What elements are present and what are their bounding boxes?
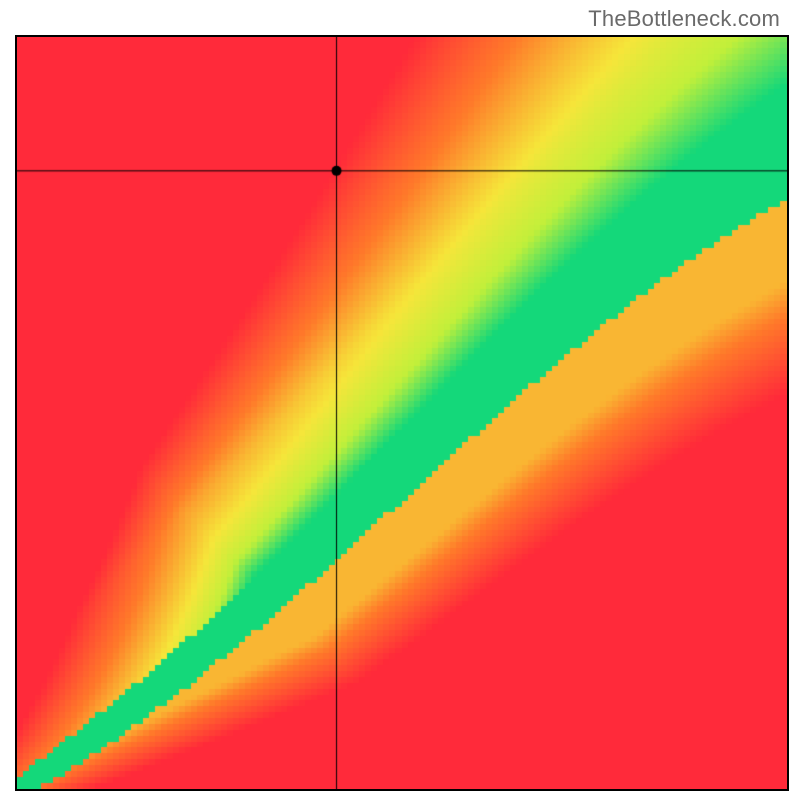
chart-container: TheBottleneck.com bbox=[0, 0, 800, 800]
attribution-text: TheBottleneck.com bbox=[588, 6, 780, 32]
bottleneck-heatmap bbox=[15, 35, 789, 791]
